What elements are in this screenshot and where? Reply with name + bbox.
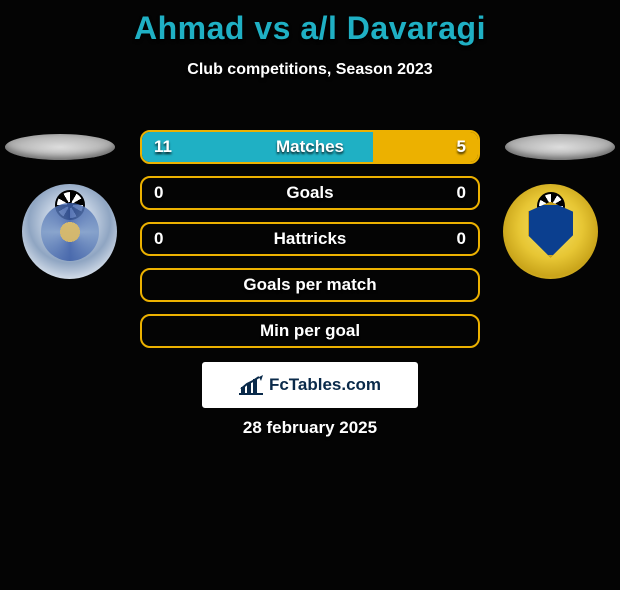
stat-label: Goals per match (243, 275, 376, 295)
stat-row: Goals per match (140, 268, 480, 302)
brand-chart-icon (239, 375, 263, 395)
stat-label: Min per goal (260, 321, 360, 341)
stat-row: 11 Matches 5 (140, 130, 480, 164)
stat-value-left: 0 (154, 183, 163, 203)
brand-badge: FcTables.com (202, 362, 418, 408)
page-title: Ahmad vs a/l Davaragi (0, 10, 620, 47)
page-subtitle: Club competitions, Season 2023 (0, 61, 620, 79)
stat-label: Hattricks (274, 229, 347, 249)
stat-value-right: 0 (457, 229, 466, 249)
player-platform-left (5, 134, 115, 160)
stat-value-left: 0 (154, 229, 163, 249)
club-crest-right (503, 184, 598, 279)
brand-text: FcTables.com (269, 375, 381, 395)
stat-bars: 11 Matches 5 0 Goals 0 0 Hattricks 0 Goals per ma… (140, 130, 480, 360)
comparison-card: Ahmad vs a/l Davaragi Club competitions,… (0, 10, 620, 590)
club-crest-left (22, 184, 117, 279)
date-text: 28 february 2025 (0, 418, 620, 438)
stat-value-right: 0 (457, 183, 466, 203)
stat-value-right: 5 (457, 137, 466, 157)
player-platform-right (505, 134, 615, 160)
stat-label: Matches (276, 137, 344, 157)
stat-row: 0 Goals 0 (140, 176, 480, 210)
stat-row: 0 Hattricks 0 (140, 222, 480, 256)
stat-value-left: 11 (154, 137, 172, 157)
stat-label: Goals (286, 183, 333, 203)
stat-row: Min per goal (140, 314, 480, 348)
